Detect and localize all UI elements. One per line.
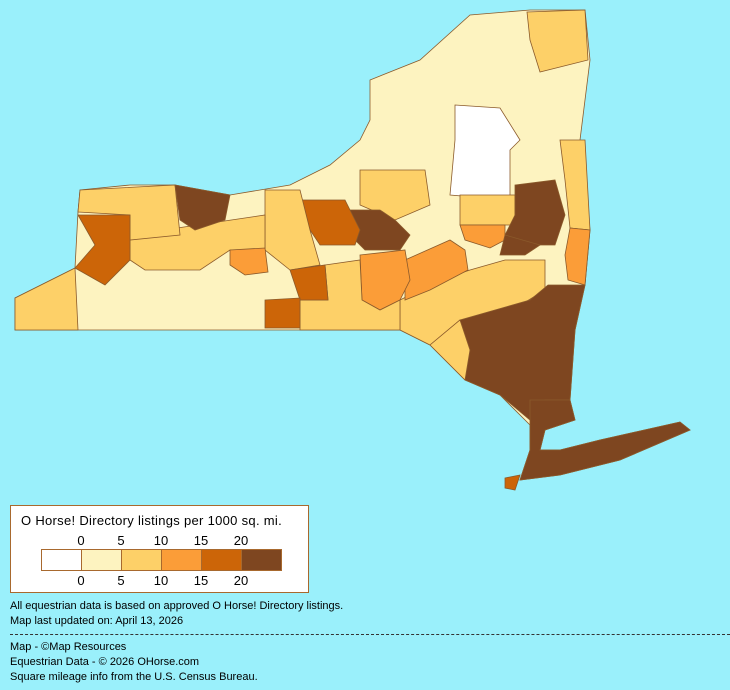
county [526,9,589,73]
county [564,227,591,286]
county [129,214,266,271]
legend: O Horse! Directory listings per 1000 sq.… [10,505,309,593]
tick: 10 [153,533,169,548]
county [499,234,541,256]
map-credit: Map - ©Map Resources [10,641,127,653]
county [519,399,691,481]
county [504,474,521,491]
county [289,264,329,301]
tick: 5 [117,533,125,548]
tick: 20 [233,573,249,588]
tick: 5 [117,573,125,588]
tick: 0 [77,533,85,548]
data-basis-note: All equestrian data is based on approved… [10,600,344,612]
legend-swatch [242,550,281,570]
county [344,209,411,251]
tick: 10 [153,573,169,588]
county [404,239,469,301]
census-credit: Square mileage info from the U.S. Census… [10,671,258,683]
tick: 20 [233,533,249,548]
legend-swatch [82,550,122,570]
legend-swatch [202,550,242,570]
county [359,169,431,221]
updated-note: Map last updated on: April 13, 2026 [10,615,184,627]
county [229,247,269,276]
legend-color-bar [41,549,282,571]
county [264,297,301,329]
tick: 15 [193,573,209,588]
county [449,104,521,201]
new-york-county-map [14,9,691,491]
legend-title: O Horse! Directory listings per 1000 sq.… [21,513,283,528]
legend-swatch [162,550,202,570]
county [74,214,131,286]
legend-swatch [42,550,82,570]
tick: 0 [77,573,85,588]
county [14,267,79,331]
data-credit: Equestrian Data - © 2026 OHorse.com [10,656,200,668]
county [174,184,231,231]
tick: 15 [193,533,209,548]
divider [10,634,730,635]
county [459,224,506,249]
legend-swatch [122,550,162,570]
county [459,194,516,226]
